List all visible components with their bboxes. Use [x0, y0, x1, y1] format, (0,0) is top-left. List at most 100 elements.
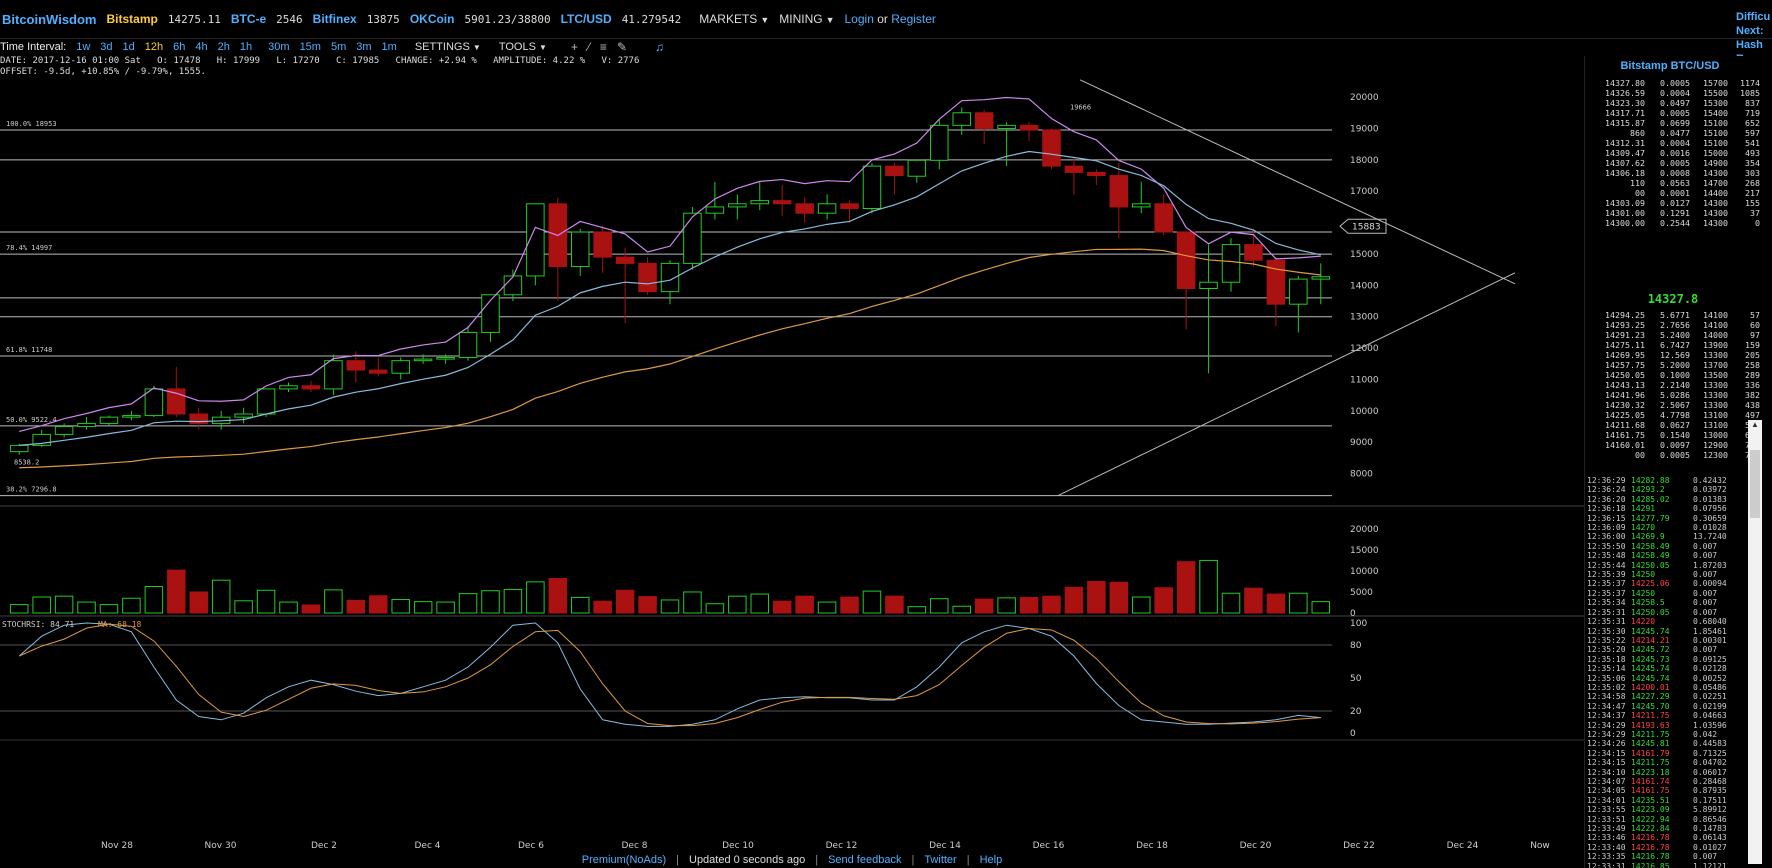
chevron-down-icon: ▼: [472, 43, 481, 52]
scroll-up-icon[interactable]: ▲: [1751, 420, 1759, 429]
draw-tool-icon[interactable]: ✎: [616, 40, 627, 54]
volume-bar: [1042, 595, 1061, 614]
interval-12h[interactable]: 12h: [144, 41, 164, 53]
trade-price: 14227.29: [1631, 692, 1670, 702]
bids-cell: 14250.05: [1605, 370, 1645, 380]
candle-body: [817, 203, 837, 214]
trade-price: 14245.73: [1631, 654, 1670, 664]
interval-30m[interactable]: 30m: [268, 41, 290, 53]
scrollbar-thumb[interactable]: [1750, 450, 1760, 518]
candle-body: [413, 358, 433, 362]
line-tool-icon[interactable]: ⁄: [587, 40, 590, 54]
trade-price: 14220: [1631, 617, 1656, 627]
mid-price: 14327.8: [1647, 292, 1699, 306]
interval-6h[interactable]: 6h: [173, 41, 186, 53]
interval-3d[interactable]: 3d: [100, 41, 113, 53]
trade-time: 12:36:20: [1587, 494, 1626, 504]
markets-menu[interactable]: MARKETS ▼: [699, 12, 769, 26]
tools-menu[interactable]: TOOLS ▼: [499, 41, 547, 53]
register-link[interactable]: Register: [891, 12, 936, 26]
price-chart[interactable]: 2000019000180001700016000150001400013000…: [0, 56, 1584, 852]
bids-cell: 13500: [1703, 370, 1728, 380]
alert-bell-icon[interactable]: ♫: [655, 40, 664, 54]
brand-logo[interactable]: BitcoinWisdom: [2, 11, 97, 27]
volume-bar: [548, 578, 568, 614]
interval-15m[interactable]: 15m: [299, 41, 321, 53]
market-okcoin[interactable]: OKCoin: [409, 12, 455, 26]
x-tick-label: Now: [1530, 841, 1550, 851]
asks-cell: 268: [1745, 178, 1760, 188]
x-tick-label: Dec 22: [1343, 841, 1375, 851]
asks-cell: 837: [1745, 98, 1760, 108]
interval-1m[interactable]: 1m: [381, 41, 397, 53]
asks-cell: 14300: [1703, 168, 1728, 178]
asks-cell: 0.2544: [1660, 218, 1690, 228]
trade-row: 12:36:18 14291 0.07956: [1587, 504, 1753, 513]
help-link[interactable]: Help: [979, 854, 1003, 866]
bids-row: 14275.11 6.7427 13900 159: [1587, 340, 1761, 350]
volume-bar: [593, 600, 612, 614]
fib-tool-icon[interactable]: ≡: [599, 40, 607, 54]
interval-1w[interactable]: 1w: [76, 41, 91, 53]
market-bitstamp[interactable]: Bitstamp: [106, 12, 158, 26]
mining-menu-label: MINING: [779, 12, 823, 26]
market-bitfinex-price: 13875: [366, 12, 400, 26]
trade-row: 12:35:30 14245.74 1.85461: [1587, 627, 1753, 636]
asks-cell: 15500: [1703, 88, 1728, 98]
interval-5m[interactable]: 5m: [330, 41, 347, 53]
asks-cell: 14301.00: [1605, 208, 1645, 218]
trade-time: 12:35:18: [1587, 654, 1626, 664]
market-btce[interactable]: BTC-e: [230, 12, 267, 26]
mining-menu[interactable]: MINING ▼: [779, 12, 834, 26]
asks-cell: 0.0497: [1660, 98, 1690, 108]
asks-cell: 37: [1750, 208, 1760, 218]
volume-bar: [660, 599, 680, 614]
trade-row: 12:33:40 14216.78 0.01027: [1587, 843, 1753, 852]
asks-row: 14317.71 0.0005 15400 719: [1587, 108, 1761, 118]
feedback-link[interactable]: Send feedback: [828, 854, 902, 866]
x-tick-label: Dec 10: [722, 841, 754, 851]
trade-history-scrollbar[interactable]: ▲: [1748, 420, 1762, 864]
trade-time: 12:36:09: [1587, 523, 1626, 533]
bids-cell: 12900: [1703, 440, 1728, 450]
candle-body: [369, 369, 388, 374]
chart-toolbar: Time Interval: 1w 3d 1d 12h 6h 4h 2h 1h 30m 15m 5m…: [0, 38, 1580, 56]
candle-body: [1176, 231, 1196, 290]
volume-bar: [211, 579, 231, 614]
asks-cell: 719: [1745, 108, 1760, 118]
bids-cell: 2.5067: [1660, 400, 1690, 410]
interval-3m[interactable]: 3m: [356, 41, 372, 53]
candle-body: [324, 360, 343, 390]
volume-bar: [369, 595, 388, 614]
interval-4h[interactable]: 4h: [195, 41, 208, 53]
asks-cell: 14307.62: [1605, 158, 1645, 168]
candle-body: [1154, 203, 1173, 233]
bids-cell: 0.1000: [1660, 370, 1690, 380]
trade-row: 12:33:31 14216.85 1.12121: [1587, 862, 1753, 868]
trendline: [1079, 79, 1516, 285]
interval-1d[interactable]: 1d: [122, 41, 135, 53]
market-ltcusd[interactable]: LTC/USD: [560, 12, 612, 26]
volume-bar: [615, 589, 635, 614]
crosshair-icon[interactable]: +: [570, 40, 578, 54]
premium-link[interactable]: Premium(NoAds): [581, 854, 667, 866]
trade-row: 12:36:15 14277.79 0.30659: [1587, 514, 1753, 523]
trade-row: 12:36:20 14285.02 0.01383: [1587, 495, 1753, 504]
trade-amount: 0.87935: [1693, 786, 1727, 796]
trade-time: 12:35:02: [1587, 682, 1626, 692]
market-bitfinex[interactable]: Bitfinex: [312, 12, 357, 26]
bids-cell: 12300: [1703, 450, 1728, 460]
trade-price: 14269.9: [1631, 532, 1665, 542]
market-okcoin-price: 5901.23/38800: [464, 12, 551, 26]
interval-2h[interactable]: 2h: [217, 41, 230, 53]
asks-cell: 541: [1745, 138, 1760, 148]
candle-body: [660, 262, 680, 293]
login-link[interactable]: Login: [844, 12, 874, 26]
volume-bar: [54, 595, 74, 614]
interval-1h[interactable]: 1h: [239, 41, 253, 53]
trade-row: 12:35:31 14220 0.68040: [1587, 617, 1753, 626]
twitter-link[interactable]: Twitter: [924, 854, 957, 866]
asks-cell: 14300: [1703, 218, 1728, 228]
settings-menu[interactable]: SETTINGS ▼: [415, 41, 481, 53]
candle-body: [952, 112, 971, 126]
